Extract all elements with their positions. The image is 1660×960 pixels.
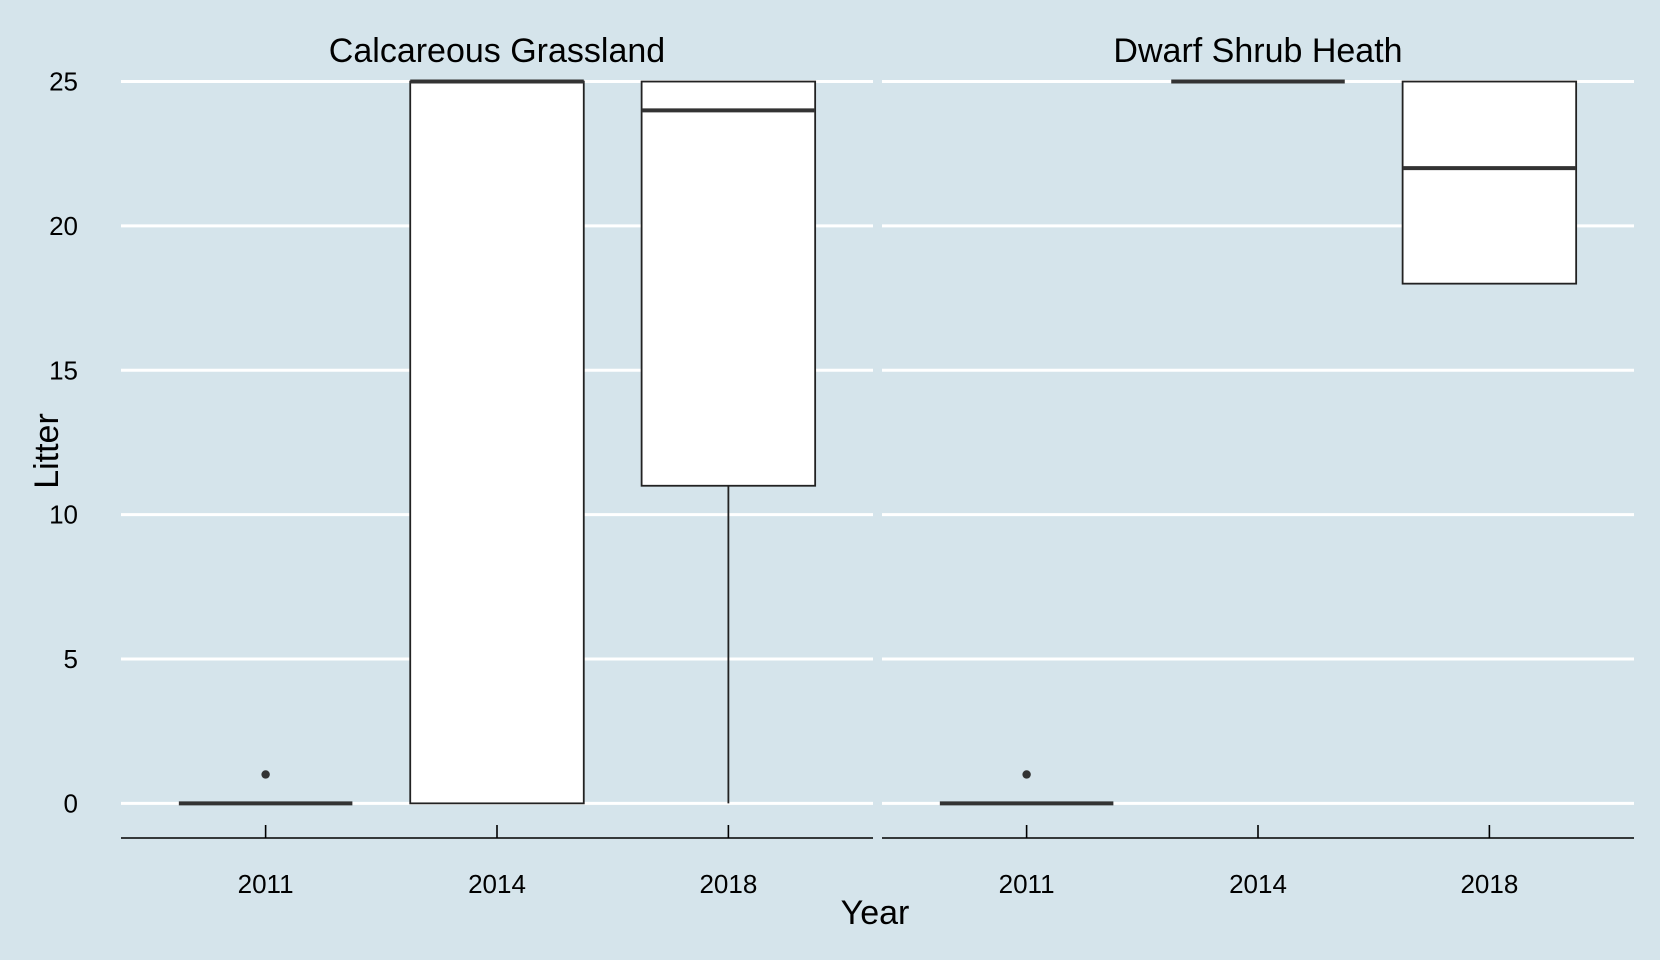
box-2018: [640, 80, 817, 804]
box-2014: [409, 79, 585, 805]
facet-1: Calcareous Grassland 0 5 10 15 20 25 2011 2014 20…: [49, 32, 873, 899]
y-tick-label: 25: [49, 67, 78, 97]
y-tick-label: 0: [64, 788, 78, 818]
box-rect: [409, 80, 585, 805]
y-tick-label: 15: [49, 355, 78, 385]
x-tick-label: 2018: [699, 869, 757, 899]
x-tick-label: 2011: [238, 869, 294, 899]
box-2018: [1401, 80, 1578, 285]
x-tick-label: 2014: [1229, 869, 1287, 899]
x-tick-label: 2014: [468, 869, 526, 899]
y-tick-label: 5: [64, 644, 78, 674]
box-2011: [178, 770, 353, 806]
y-tick-label: 10: [49, 500, 78, 530]
y-tick-label: 20: [49, 211, 78, 241]
facets: Calcareous Grassland 0 5 10 15 20 25 2011 2014 20…: [49, 32, 1634, 899]
facet-title: Calcareous Grassland: [329, 32, 665, 70]
box-rect: [640, 80, 817, 487]
x-tick-label: 2018: [1460, 869, 1518, 899]
y-axis-title: Litter: [28, 413, 66, 489]
facet-title: Dwarf Shrub Heath: [1113, 32, 1402, 70]
outlier-point: [1022, 770, 1031, 779]
box-rect: [1401, 80, 1578, 285]
facet-2: Dwarf Shrub Heath 2011 2014 2018: [882, 32, 1634, 899]
box-2011: [939, 770, 1114, 806]
x-tick-label: 2011: [999, 869, 1055, 899]
x-axis-title: Year: [841, 894, 910, 932]
outlier-point: [261, 770, 270, 779]
